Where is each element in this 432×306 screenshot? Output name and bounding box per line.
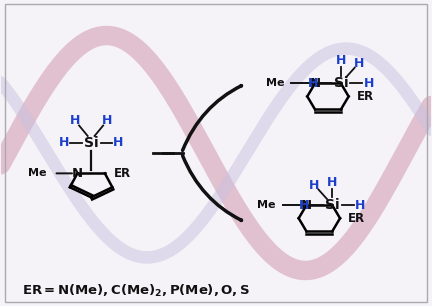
Text: H: H xyxy=(354,57,364,70)
Text: H: H xyxy=(309,179,319,192)
Text: H: H xyxy=(113,136,123,149)
Text: Me: Me xyxy=(266,78,284,88)
Text: H: H xyxy=(102,114,113,127)
Text: Si: Si xyxy=(325,198,340,212)
FancyArrowPatch shape xyxy=(183,86,241,151)
Text: N: N xyxy=(309,77,321,90)
Text: ER: ER xyxy=(348,212,365,225)
Text: H: H xyxy=(364,77,374,90)
Text: H: H xyxy=(327,176,337,189)
FancyArrowPatch shape xyxy=(183,155,241,220)
Text: ER: ER xyxy=(356,90,374,103)
Text: N: N xyxy=(301,199,312,212)
Text: H: H xyxy=(70,114,80,127)
Text: H: H xyxy=(59,136,70,149)
Bar xyxy=(5,4,427,302)
Text: Me: Me xyxy=(28,168,46,178)
Text: N: N xyxy=(72,167,83,180)
Text: Si: Si xyxy=(84,136,98,150)
Text: H: H xyxy=(299,199,309,212)
Text: H: H xyxy=(308,77,318,90)
Text: ER: ER xyxy=(114,167,131,180)
Text: Me: Me xyxy=(257,200,276,210)
Text: Si: Si xyxy=(334,76,348,90)
Text: $\mathbf{ER = N(Me), C(Me)_2, P(Me), O, S}$: $\mathbf{ER = N(Me), C(Me)_2, P(Me), O, … xyxy=(22,283,251,300)
Text: H: H xyxy=(355,199,365,212)
Text: H: H xyxy=(336,54,346,67)
